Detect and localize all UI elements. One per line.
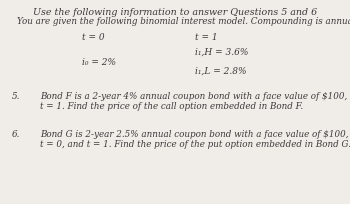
Text: t = 0: t = 0	[82, 33, 105, 42]
Text: 5.: 5.	[12, 92, 20, 101]
Text: 6.: 6.	[12, 129, 20, 138]
Text: i₀ = 2%: i₀ = 2%	[82, 58, 116, 67]
Text: Bond F is a 2-year 4% annual coupon bond with a face value of $100, callable at : Bond F is a 2-year 4% annual coupon bond…	[40, 92, 350, 101]
Text: t = 0, and t = 1. Find the price of the put option embedded in Bond G.: t = 0, and t = 1. Find the price of the …	[40, 139, 350, 148]
Text: i₁,H = 3.6%: i₁,H = 3.6%	[195, 48, 248, 57]
Text: Use the following information to answer Questions 5 and 6: Use the following information to answer …	[33, 8, 317, 17]
Text: t = 1. Find the price of the call option embedded in Bond F.: t = 1. Find the price of the call option…	[40, 102, 303, 110]
Text: Bond G is 2-year 2.5% annual coupon bond with a face value of $100, putable at t: Bond G is 2-year 2.5% annual coupon bond…	[40, 129, 350, 138]
Text: t = 1: t = 1	[195, 33, 218, 42]
Text: i₁,L = 2.8%: i₁,L = 2.8%	[195, 67, 246, 76]
Text: You are given the following binomial interest model. Compounding is annual.: You are given the following binomial int…	[17, 17, 350, 26]
